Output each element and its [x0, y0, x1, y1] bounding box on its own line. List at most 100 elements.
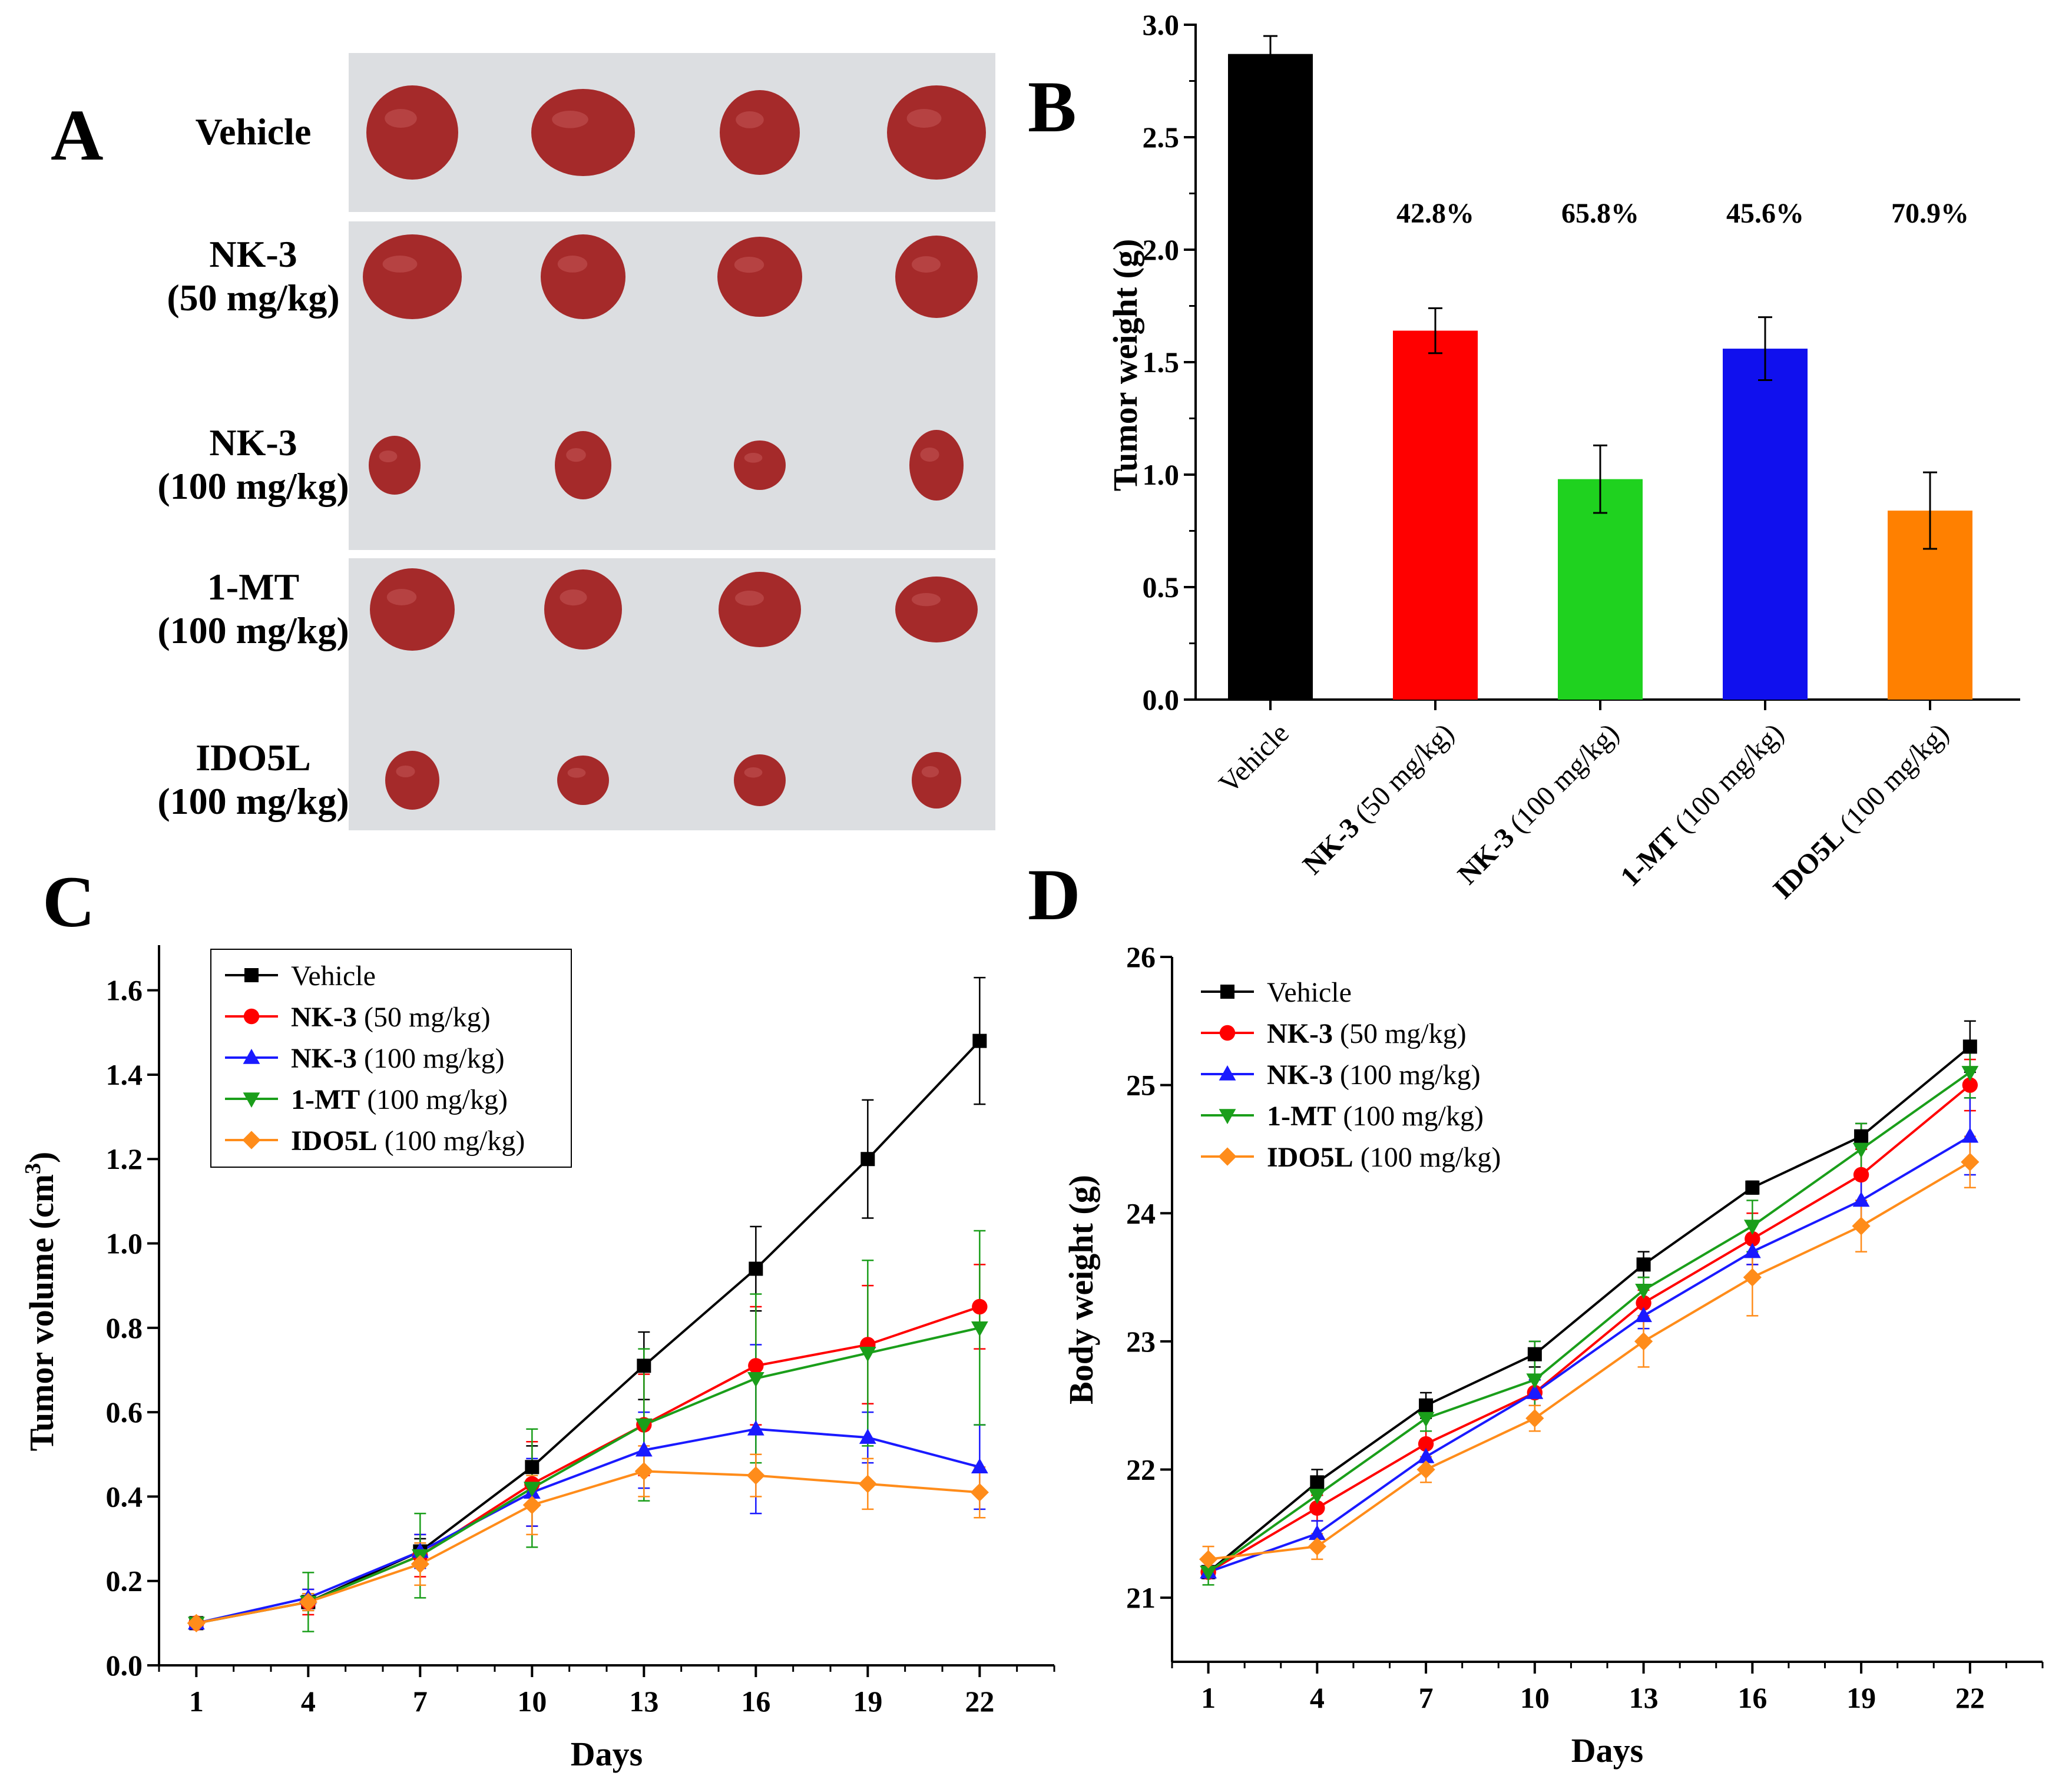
d-legend-label-5-rest: (100 mg/kg) — [1353, 1142, 1501, 1173]
c-legend-label-3-rest: (100 mg/kg) — [357, 1043, 505, 1074]
d-point-s1-7 — [1854, 1129, 1869, 1144]
d-point-s2-6 — [1745, 1231, 1760, 1247]
panel-b-bar-chart: 0.0 0.5 1.0 1.5 2.0 2.5 3.0 Tumor weight (g) Veh… — [1106, 8, 2020, 905]
c-series-line-4 — [196, 1326, 980, 1625]
d-legend-marker-1 — [1220, 985, 1234, 999]
tumor-row-label-2-1: NK-3 — [209, 233, 297, 275]
c-point-s3-8 — [971, 1458, 988, 1474]
tumor-highlight-5-4 — [921, 766, 939, 778]
c-legend-label-3: NK-3 (100 mg/kg) — [291, 1043, 505, 1074]
tumor-sample-4-3 — [719, 572, 801, 647]
d-legend-marker-5 — [1218, 1147, 1237, 1166]
b-ytick-label-5: 2.5 — [1143, 121, 1180, 154]
c-xtick-label-3: 10 — [517, 1685, 547, 1718]
tumor-sample-1-3 — [720, 90, 800, 175]
panel-letter-a: A — [51, 95, 104, 175]
d-point-s4-5 — [1635, 1284, 1652, 1299]
c-point-s1-5 — [637, 1359, 651, 1373]
tumor-row-label-4-1: 1-MT — [207, 566, 299, 608]
d-point-s1-6 — [1745, 1180, 1760, 1195]
tumor-row-label-5-1: IDO5L — [196, 737, 311, 778]
d-point-s4-3 — [1417, 1412, 1435, 1427]
tumor-sample-5-4 — [912, 752, 961, 809]
c-legend-label-1: Vehicle — [291, 960, 376, 992]
tumor-highlight-1-2 — [552, 111, 588, 128]
d-legend-marker-3 — [1219, 1065, 1236, 1081]
tumor-sample-2-2 — [541, 234, 625, 319]
c-legend-label-1-rest: Vehicle — [291, 960, 376, 992]
d-point-s2-8 — [1962, 1077, 1978, 1093]
panel-letter-b: B — [1028, 67, 1077, 147]
c-x-axis-title: Days — [571, 1735, 643, 1773]
d-series-line-2 — [1207, 1084, 1971, 1573]
d-point-s4-7 — [1852, 1142, 1870, 1158]
tumor-row-label-4-2: (100 mg/kg) — [157, 609, 349, 651]
c-xtick-label-7: 22 — [965, 1685, 994, 1718]
tumor-highlight-3-4 — [920, 448, 939, 462]
d-legend-label-3-rest: (100 mg/kg) — [1333, 1059, 1481, 1091]
d-ytick-label-3: 24 — [1126, 1197, 1156, 1230]
d-point-s4-1 — [1200, 1565, 1217, 1581]
d-point-s5-1 — [1199, 1550, 1218, 1569]
b-category-label-5: IDO5L (100 mg/kg) — [1767, 717, 1954, 905]
c-legend-marker-4 — [243, 1092, 260, 1108]
d-point-s2-7 — [1853, 1167, 1869, 1183]
b-category-label-4: 1-MT (100 mg/kg) — [1614, 717, 1790, 893]
b-inhibition-label-5: 70.9% — [1891, 198, 1969, 229]
c-ytick-label-0: 0.0 — [106, 1649, 143, 1682]
d-legend-label-4-bold: 1-MT — [1267, 1101, 1336, 1132]
d-xtick-label-5: 16 — [1737, 1681, 1767, 1714]
panel-d-body-weight-chart: 21 22 23 24 25 26 1 4 7 10 13 16 19 22 Days Body weight… — [1062, 940, 2044, 1770]
d-series-line-3 — [1207, 1135, 1971, 1573]
d-point-s5-4 — [1525, 1409, 1544, 1428]
b-bar-4 — [1723, 349, 1808, 700]
tumor-highlight-4-3 — [735, 591, 764, 606]
c-point-s1-7 — [860, 1152, 875, 1167]
d-legend-label-3: NK-3 (100 mg/kg) — [1267, 1059, 1481, 1091]
d-series-line-4 — [1207, 1071, 1971, 1573]
c-legend-marker-5 — [242, 1131, 261, 1149]
tumor-highlight-1-4 — [906, 109, 942, 128]
c-point-s1-8 — [972, 1033, 987, 1048]
d-legend-label-2-bold: NK-3 — [1267, 1018, 1333, 1049]
d-xtick-label-2: 7 — [1419, 1681, 1434, 1714]
d-legend-label-4-rest: (100 mg/kg) — [1336, 1101, 1484, 1132]
b-ytick-label-6: 3.0 — [1143, 8, 1180, 41]
b-category-label-4-rest: (100 mg/kg) — [1663, 717, 1790, 844]
c-xtick-label-4: 13 — [629, 1685, 658, 1718]
b-bar-3 — [1558, 479, 1643, 700]
d-point-s3-5 — [1635, 1307, 1652, 1323]
b-inhibition-label-4: 45.6% — [1726, 198, 1804, 229]
c-series-line-5 — [196, 1470, 980, 1625]
tumor-sample-5-3 — [734, 754, 786, 806]
c-legend-label-5: IDO5L (100 mg/kg) — [291, 1125, 525, 1157]
c-xtick-label-1: 4 — [301, 1685, 316, 1718]
d-point-s3-3 — [1417, 1447, 1435, 1463]
c-point-s3-6 — [747, 1420, 764, 1436]
c-point-s4-5 — [635, 1418, 653, 1434]
tumor-row-label-3-2: (100 mg/kg) — [157, 465, 349, 507]
b-ytick-label-1: 0.5 — [1143, 571, 1180, 604]
d-ytick-label-2: 23 — [1126, 1325, 1156, 1358]
tumor-highlight-3-2 — [566, 448, 586, 462]
d-x-axis-title: Days — [1571, 1731, 1643, 1770]
tumor-highlight-3-3 — [744, 453, 763, 463]
c-ytick-label-6: 1.2 — [106, 1142, 143, 1175]
tumor-sample-1-2 — [531, 89, 635, 176]
d-legend-label-2-rest: (50 mg/kg) — [1333, 1018, 1467, 1049]
c-point-s5-8 — [970, 1483, 989, 1502]
b-bar-2 — [1393, 330, 1478, 700]
c-legend-label-4-rest: (100 mg/kg) — [360, 1084, 508, 1115]
d-legend-label-1-rest: Vehicle — [1267, 977, 1352, 1008]
c-ytick-label-1: 0.2 — [106, 1565, 143, 1598]
tumor-sample-1-1 — [366, 85, 458, 180]
c-legend-label-2-rest: (50 mg/kg) — [357, 1002, 491, 1033]
c-point-s5-4 — [522, 1496, 541, 1515]
b-category-label-2: NK-3 (50 mg/kg) — [1297, 717, 1460, 880]
d-xtick-label-6: 19 — [1846, 1681, 1876, 1714]
d-point-s5-8 — [1961, 1152, 1980, 1171]
d-legend-label-4: 1-MT (100 mg/kg) — [1267, 1101, 1484, 1132]
tumor-sample-5-2 — [557, 756, 609, 805]
